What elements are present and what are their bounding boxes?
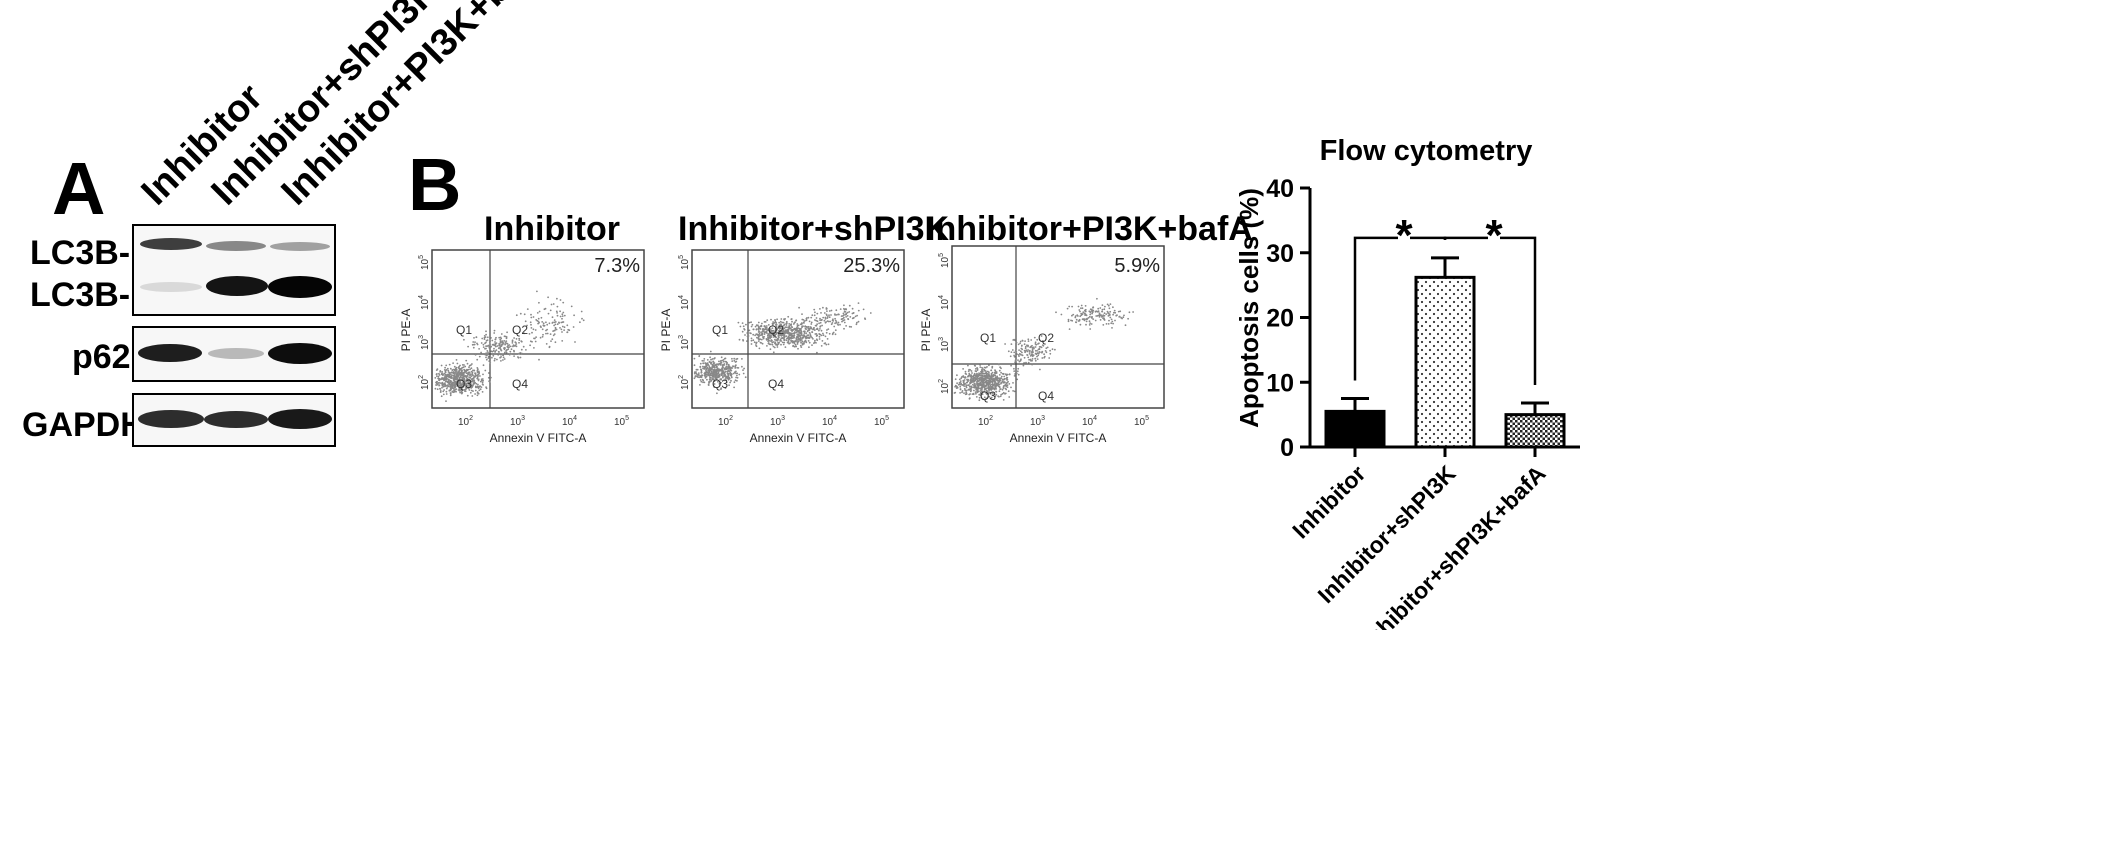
- x-tick: 105: [614, 415, 629, 428]
- significance-bracket: [1410, 236, 1447, 240]
- y-tick: 105: [938, 253, 951, 268]
- quadrant-q2: Q2: [1038, 331, 1054, 345]
- flow-percent: 7.3%: [594, 255, 640, 277]
- flow-title-1: Inhibitor: [484, 210, 620, 248]
- x-tick: 102: [978, 415, 993, 428]
- band-p62-lane3: [268, 343, 332, 364]
- x-axis-label: Annexin V FITC-A: [1010, 431, 1107, 445]
- y-tick: 104: [678, 295, 691, 310]
- y-tick-label: 0: [1280, 434, 1294, 462]
- band-p62-lane2: [208, 348, 264, 359]
- blot-label-gapdh: GAPDH: [22, 406, 145, 444]
- x-tick: 104: [1082, 415, 1097, 428]
- blot-gapdh: [132, 393, 336, 447]
- bar: [1504, 413, 1566, 449]
- quadrant-q3: Q3: [980, 389, 996, 403]
- bar: [1414, 275, 1476, 449]
- band-lc3b-i-lane1: [140, 238, 202, 250]
- x-tick: 103: [1030, 415, 1045, 428]
- quadrant-q2: Q2: [512, 323, 528, 337]
- y-tick: 103: [938, 337, 951, 352]
- y-tick: 103: [418, 335, 431, 350]
- panel-a-letter: A: [52, 147, 106, 230]
- blot-label-lc3b-i: LC3B-I: [30, 234, 140, 272]
- significance-bracket: [1353, 236, 1398, 381]
- band-p62-lane1: [138, 344, 202, 362]
- y-tick: 105: [678, 255, 691, 270]
- quadrant-q3: Q3: [712, 377, 728, 391]
- band-lc3b-i-lane3: [270, 242, 330, 251]
- y-tick-label: 10: [1266, 369, 1294, 397]
- quadrant-q1: Q1: [712, 323, 728, 337]
- y-tick: 105: [418, 255, 431, 270]
- blot-label-lc3b-ii: LC3B-II: [30, 276, 149, 314]
- x-tick: 103: [770, 415, 785, 428]
- significance-star: *: [1395, 211, 1413, 260]
- significance-bracket: [1500, 236, 1537, 385]
- x-axis-label: Annexin V FITC-A: [750, 431, 847, 445]
- blot-label-p62: p62: [72, 338, 131, 376]
- bar: [1324, 409, 1386, 449]
- y-tick: 102: [678, 375, 691, 390]
- quadrant-q4: Q4: [1038, 389, 1054, 403]
- x-tick: 102: [718, 415, 733, 428]
- flow-percent: 5.9%: [1114, 255, 1160, 277]
- apoptosis-bar-chart: Flow cytometry Apoptosis cells (%) 0 10 20…: [1234, 135, 1580, 630]
- x-axis-label: Annexin V FITC-A: [490, 431, 587, 445]
- significance-star: *: [1485, 211, 1503, 260]
- band-gapdh-lane3: [268, 409, 332, 429]
- y-tick: 104: [938, 295, 951, 310]
- y-axis-label: PI PE-A: [659, 309, 673, 352]
- y-tick-label: 40: [1266, 175, 1294, 203]
- x-tick: 105: [1134, 415, 1149, 428]
- flow-plot-3: 5.9% Q1 Q2 Q3 Q4 102 103 104 105 102 103…: [919, 245, 1165, 445]
- band-lc3b-ii-lane3: [268, 276, 332, 298]
- significance-bracket: [1443, 236, 1488, 240]
- x-tick: 103: [510, 415, 525, 428]
- y-axis-label: PI PE-A: [399, 309, 413, 352]
- quadrant-q2: Q2: [768, 323, 784, 337]
- quadrant-q1: Q1: [456, 323, 472, 337]
- y-tick: 102: [938, 379, 951, 394]
- y-axis-label: PI PE-A: [919, 309, 933, 352]
- panel-b-letter: B: [408, 143, 462, 226]
- x-tick: 102: [458, 415, 473, 428]
- band-gapdh-lane2: [204, 411, 268, 428]
- band-lc3b-ii-lane1: [140, 282, 202, 292]
- band-lc3b-i-lane2: [206, 241, 266, 251]
- quadrant-q3: Q3: [456, 377, 472, 391]
- band-gapdh-lane1: [138, 410, 204, 428]
- y-tick-label: 20: [1266, 305, 1294, 333]
- quadrant-q4: Q4: [512, 377, 528, 391]
- y-tick: 104: [418, 295, 431, 310]
- x-tick: 104: [562, 415, 577, 428]
- band-lc3b-ii-lane2: [206, 276, 268, 296]
- x-tick: 105: [874, 415, 889, 428]
- quadrant-q1: Q1: [980, 331, 996, 345]
- flow-plot-1: 7.3% Q1 Q2 Q3 Q4 102 103 104 105 102 103…: [399, 249, 645, 445]
- flow-percent: 25.3%: [843, 255, 900, 277]
- x-tick: 104: [822, 415, 837, 428]
- y-tick-label: 30: [1266, 240, 1294, 268]
- x-tick-label: Inhibitor: [1287, 460, 1370, 543]
- y-tick: 103: [678, 335, 691, 350]
- quadrant-q4: Q4: [768, 377, 784, 391]
- y-axis-label: Apoptosis cells (%): [1234, 188, 1264, 428]
- y-tick: 102: [418, 375, 431, 390]
- blot-lc3b: [132, 224, 336, 316]
- chart-title: Flow cytometry: [1320, 135, 1533, 167]
- flow-plot-2: 25.3% Q1 Q2 Q3 Q4 102 103 104 105 102 10…: [659, 249, 905, 445]
- blot-p62: [132, 326, 336, 382]
- flow-title-3: Inhibitor+PI3K+bafA: [926, 210, 1253, 248]
- flow-title-2: Inhibitor+shPI3K: [678, 210, 950, 248]
